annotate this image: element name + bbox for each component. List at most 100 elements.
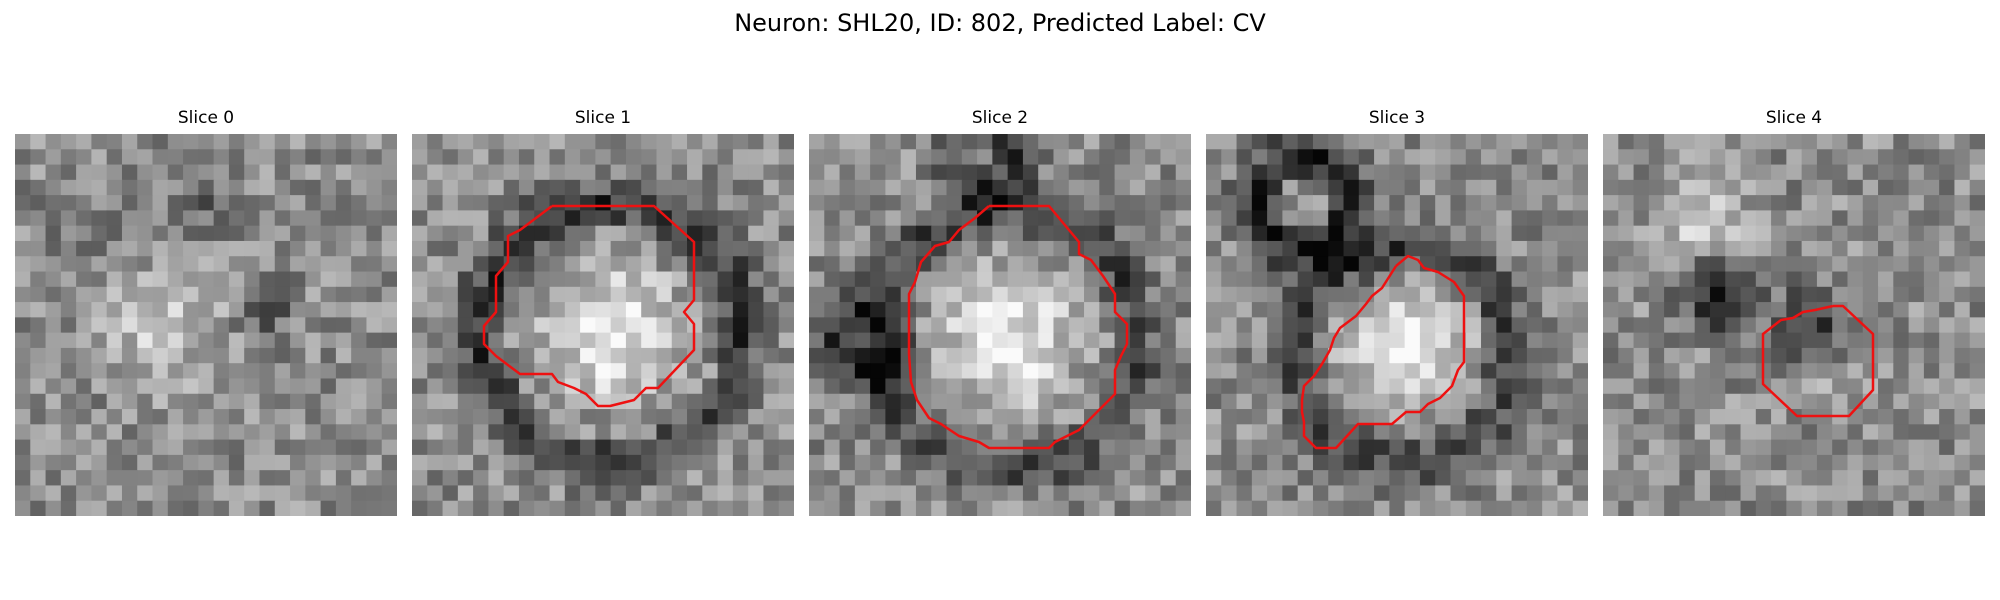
image-pixel	[15, 347, 31, 364]
image-pixel	[1862, 332, 1879, 349]
image-pixel	[625, 409, 642, 425]
image-pixel	[137, 317, 154, 334]
image-pixel	[1129, 393, 1146, 410]
image-pixel	[473, 439, 489, 456]
image-pixel	[1145, 485, 1162, 502]
image-pixel	[992, 302, 1009, 318]
image-pixel	[717, 302, 734, 318]
image-pixel	[274, 439, 291, 456]
image-pixel	[1206, 347, 1222, 364]
image-pixel	[1557, 149, 1574, 166]
image-pixel	[992, 134, 1009, 150]
image-pixel	[320, 470, 337, 487]
image-pixel	[1236, 149, 1253, 166]
image-pixel	[1053, 500, 1070, 516]
image-pixel	[717, 378, 734, 395]
image-pixel	[778, 179, 794, 196]
image-pixel	[213, 225, 230, 242]
image-pixel	[732, 332, 749, 349]
image-pixel	[1969, 424, 1985, 441]
image-pixel	[60, 454, 77, 471]
image-pixel	[931, 195, 948, 211]
image-pixel	[228, 225, 245, 242]
image-pixel	[824, 454, 841, 471]
image-pixel	[1709, 332, 1726, 349]
image-pixel	[1175, 225, 1191, 242]
image-pixel	[915, 134, 932, 150]
image-pixel	[1969, 485, 1985, 502]
image-pixel	[412, 470, 428, 487]
image-pixel	[717, 470, 734, 487]
image-pixel	[152, 149, 169, 166]
image-pixel	[1160, 424, 1177, 441]
image-pixel	[915, 454, 932, 471]
image-pixel	[977, 363, 993, 380]
image-pixel	[15, 332, 31, 349]
image-pixel	[274, 409, 291, 425]
image-pixel	[1633, 332, 1650, 349]
image-pixel	[183, 134, 199, 150]
image-pixel	[870, 302, 886, 318]
image-pixel	[900, 485, 917, 502]
image-pixel	[732, 439, 749, 456]
image-pixel	[213, 149, 230, 166]
image-pixel	[610, 195, 627, 211]
image-pixel	[1084, 393, 1100, 410]
image-pixel	[91, 149, 108, 166]
image-pixel	[1022, 179, 1039, 196]
image-pixel	[106, 271, 123, 288]
image-pixel	[244, 302, 261, 318]
image-pixel	[1679, 409, 1696, 425]
image-pixel	[1312, 195, 1329, 211]
image-pixel	[1068, 378, 1085, 395]
image-pixel	[1893, 363, 1910, 380]
image-pixel	[564, 149, 581, 166]
image-pixel	[1603, 485, 1619, 502]
image-pixel	[839, 256, 856, 273]
image-pixel	[1358, 393, 1375, 410]
image-pixel	[1648, 286, 1665, 303]
image-pixel	[946, 286, 963, 303]
image-pixel	[503, 363, 520, 380]
image-pixel	[534, 454, 551, 471]
image-pixel	[1038, 409, 1055, 425]
image-pixel	[1099, 409, 1116, 425]
image-pixel	[366, 195, 383, 211]
image-pixel	[1526, 409, 1543, 425]
image-pixel	[656, 210, 673, 227]
image-pixel	[839, 240, 856, 257]
image-pixel	[473, 195, 489, 211]
image-pixel	[1068, 286, 1085, 303]
image-pixel	[1618, 317, 1635, 334]
image-pixel	[1481, 470, 1497, 487]
image-pixel	[274, 424, 291, 441]
image-pixel	[549, 225, 566, 242]
image-pixel	[76, 286, 92, 303]
image-pixel	[1206, 409, 1222, 425]
image-pixel	[167, 302, 184, 318]
image-pixel	[1389, 210, 1406, 227]
image-pixel	[45, 363, 62, 380]
image-pixel	[854, 256, 871, 273]
image-pixel	[1679, 378, 1696, 395]
image-pixel	[1389, 317, 1406, 334]
image-pixel	[1419, 332, 1436, 349]
image-pixel	[885, 485, 902, 502]
image-pixel	[442, 393, 459, 410]
image-pixel	[473, 271, 489, 288]
image-pixel	[1557, 470, 1574, 487]
image-pixel	[228, 500, 245, 516]
image-pixel	[76, 195, 92, 211]
image-pixel	[1648, 210, 1665, 227]
image-pixel	[748, 271, 765, 288]
image-pixel	[1832, 378, 1849, 395]
image-pixel	[702, 134, 719, 150]
image-pixel	[1954, 485, 1971, 502]
image-pixel	[1694, 332, 1711, 349]
image-pixel	[1709, 393, 1726, 410]
image-pixel	[595, 317, 612, 334]
image-pixel	[1725, 164, 1742, 181]
image-pixel	[595, 240, 612, 257]
image-pixel	[290, 195, 306, 211]
image-pixel	[1145, 347, 1162, 364]
